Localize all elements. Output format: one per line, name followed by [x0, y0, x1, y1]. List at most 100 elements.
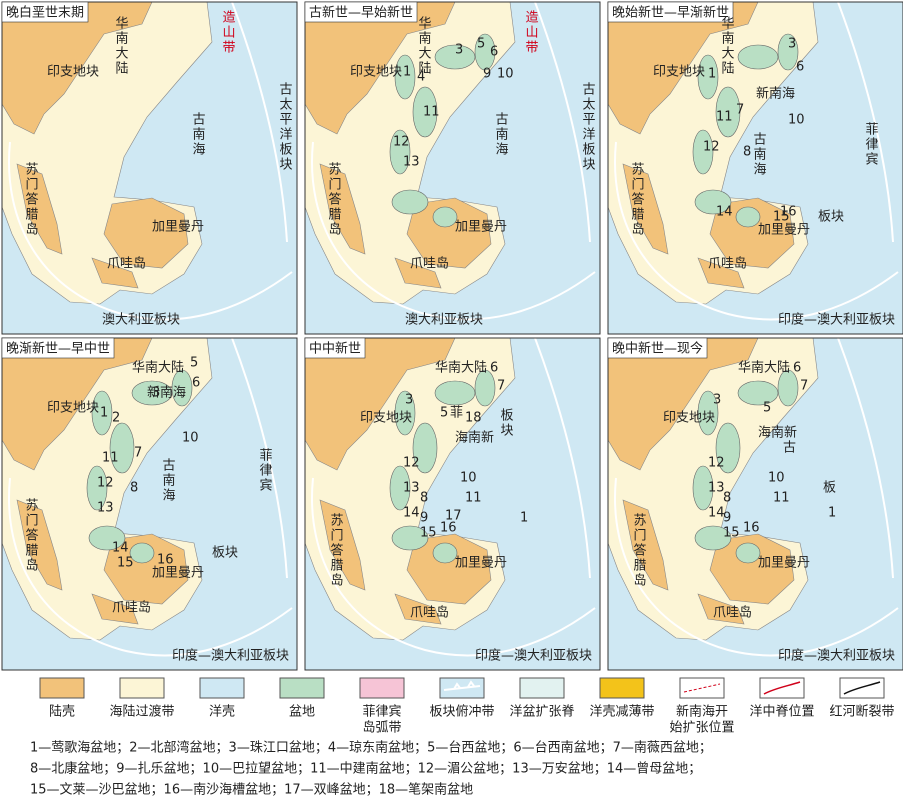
legend-label: 板块俯冲带: [429, 704, 494, 720]
map-label: 苏门答腊岛: [328, 512, 344, 588]
legend-item: 红河断裂带: [829, 677, 895, 720]
panel-title: 晚白垩世末期: [6, 5, 84, 21]
swatch-line: [443, 680, 481, 691]
map-label: 华南大陆: [719, 16, 735, 76]
map-label: 海南新: [455, 430, 494, 446]
legend-label: 盆地: [289, 705, 315, 720]
map-label: 苏门答腊岛: [629, 161, 645, 237]
map-label: 4: [417, 70, 425, 85]
panel-frame: [607, 1, 903, 335]
swatch-line: [683, 683, 721, 693]
map-label: 5: [763, 401, 771, 416]
panel-frame: [1, 1, 298, 335]
map-label: 板块: [498, 408, 514, 438]
map-label: 15: [420, 526, 437, 541]
map-label: 印支地块: [653, 65, 705, 80]
map-label: 16: [743, 521, 760, 536]
map-label: 14: [716, 205, 733, 220]
map-label: 6: [490, 361, 498, 376]
basin-list-line: 15—文莱—沙巴盆地；16—南沙海槽盆地；17—双峰盆地；18—笔架南盆地: [30, 782, 473, 798]
swatch: [679, 677, 725, 699]
map-label: 菲: [450, 406, 463, 421]
map-label: 10: [460, 471, 477, 486]
legend-item: 洋盆扩张脊: [509, 677, 575, 720]
panel-frame: [304, 1, 601, 335]
map-label: 14: [403, 506, 420, 521]
map-label: 华南大陆: [132, 360, 184, 376]
map-label: 古太平洋板块: [277, 82, 293, 172]
map-label: 古南海: [493, 112, 509, 157]
legend-label: 始扩张位置: [669, 721, 734, 736]
map-label: 澳大利亚板块: [405, 312, 483, 328]
map-label: 华南大陆: [113, 16, 129, 76]
map-label: 5: [190, 356, 198, 371]
map-label: 爪哇岛: [410, 256, 449, 272]
map-label: 11: [773, 491, 790, 506]
map-label: 16: [780, 205, 797, 220]
map-label: 1: [403, 65, 411, 80]
map-label: 加里曼丹: [152, 566, 204, 581]
map-label: 12: [97, 476, 114, 491]
map-label: 15: [773, 210, 790, 225]
map-label: 加里曼丹: [758, 223, 810, 238]
map-label: 15: [723, 526, 740, 541]
map-label: 爪哇岛: [708, 256, 747, 272]
map-label: 11: [423, 105, 440, 120]
map-label: 7: [800, 379, 808, 394]
legend-label: 海陆过渡带: [109, 704, 174, 720]
map-label: 加里曼丹: [758, 556, 810, 571]
swatch: [39, 677, 85, 699]
swatch: [519, 677, 565, 699]
map-label: 印度—澳大利亚板块: [475, 648, 592, 664]
map-label: 5: [440, 406, 448, 421]
map-label: 古南海: [190, 112, 206, 157]
map-label: 海南新: [758, 425, 797, 441]
panel-frame: [1, 337, 298, 671]
map-label: 新南海: [147, 385, 186, 401]
map-label: 10: [788, 113, 805, 128]
legend-label: 菲律宾: [362, 704, 401, 720]
panel-title: 晚中新世—现今: [612, 341, 703, 357]
legend-label: 洋盆扩张脊: [509, 705, 574, 720]
map-label: 菲律宾: [257, 448, 273, 493]
legend-label: 新南海开: [676, 704, 728, 720]
swatch-line: [763, 681, 801, 695]
map-label: 爪哇岛: [713, 605, 752, 621]
map-label: 12: [708, 456, 725, 471]
map-label: 古: [783, 441, 796, 456]
map-label: 澳大利亚板块: [102, 312, 180, 328]
swatch: [119, 677, 165, 699]
map-label: 华南大陆: [416, 16, 432, 76]
legend-item: 洋壳: [199, 677, 245, 720]
map-label: 苏门答腊岛: [326, 161, 342, 237]
legend-label: 陆壳: [49, 704, 75, 720]
map-label: 印支地块: [47, 401, 99, 416]
map-label: 爪哇岛: [410, 605, 449, 621]
map-label: 加里曼丹: [152, 220, 204, 235]
map-label: 加里曼丹: [455, 556, 507, 571]
map-label: 16: [440, 521, 457, 536]
map-label: 18: [465, 411, 482, 426]
map-label: 加里曼丹: [455, 220, 507, 235]
map-label: 板块: [212, 546, 238, 561]
map-label: 爪哇岛: [112, 600, 151, 616]
map-label: 3: [405, 393, 413, 408]
map-label: 16: [157, 553, 174, 568]
map-label: 8: [743, 145, 751, 160]
map-label: 12: [393, 135, 410, 150]
map-label: 8: [420, 491, 428, 506]
map-label: 14: [112, 541, 129, 556]
map-label: 13: [403, 481, 420, 496]
map-label: 10: [497, 67, 514, 82]
map-label: 7: [497, 379, 505, 394]
map-label: 1: [100, 406, 108, 421]
legend-label: 岛弧带: [362, 720, 401, 736]
panel-title: 古新世—早始新世: [309, 5, 413, 21]
map-label: 10: [182, 431, 199, 446]
map-label: 3: [713, 393, 721, 408]
base-map: [2, 2, 297, 334]
